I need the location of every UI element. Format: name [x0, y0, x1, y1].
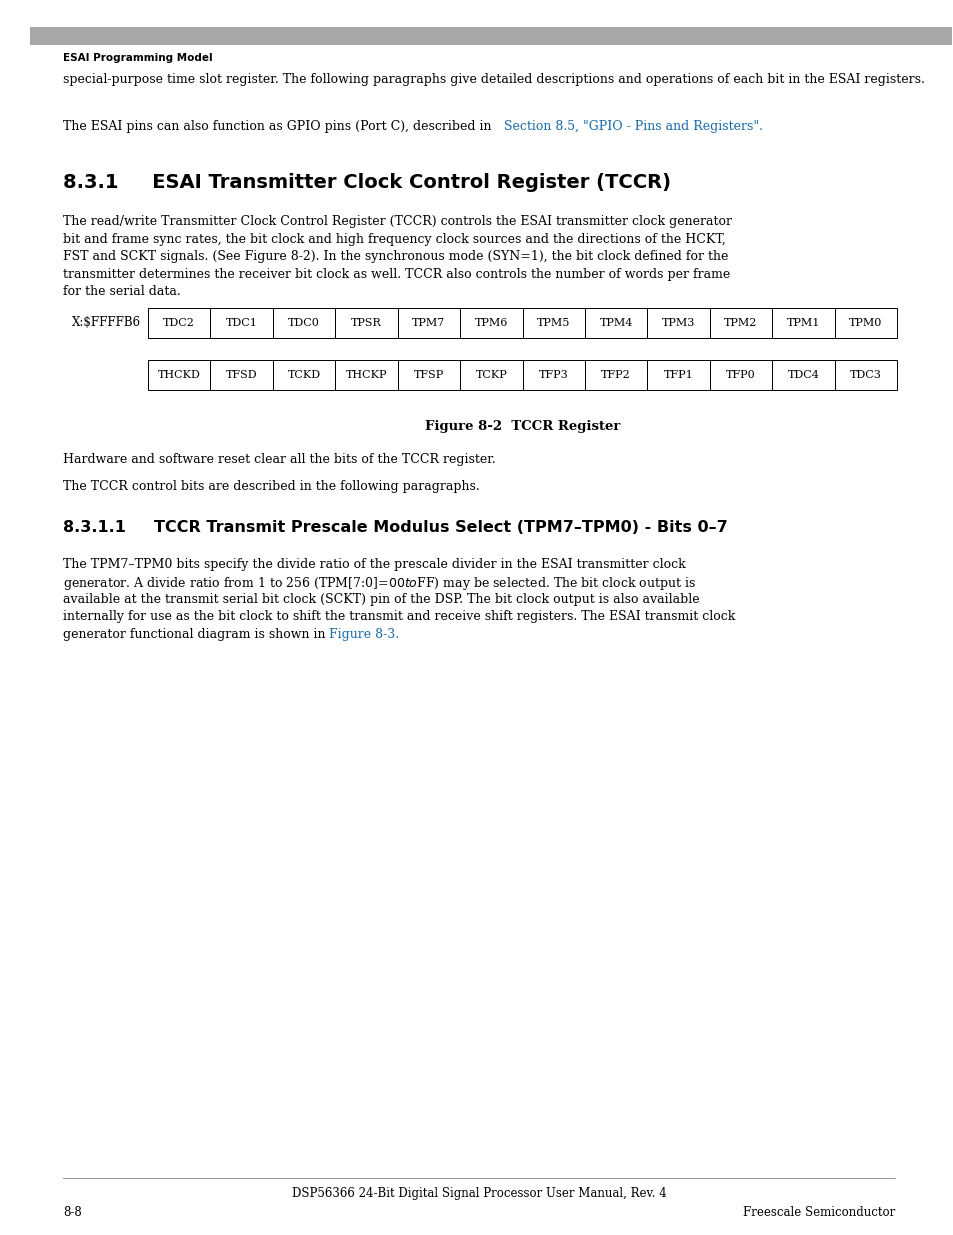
- Bar: [834, 359, 896, 389]
- Bar: [647, 359, 709, 389]
- Text: TFP0: TFP0: [725, 369, 755, 379]
- Text: TPM5: TPM5: [537, 317, 570, 327]
- Text: Section 8.5, "GPIO - Pins and Registers".: Section 8.5, "GPIO - Pins and Registers"…: [503, 120, 761, 133]
- Text: 9: 9: [300, 317, 308, 331]
- Bar: [397, 359, 459, 389]
- Text: FST and SCKT signals. (See Figure 8-2). In the synchronous mode (SYN=1), the bit: FST and SCKT signals. (See Figure 8-2). …: [63, 249, 727, 263]
- Bar: [211, 308, 273, 337]
- Text: TDC1: TDC1: [226, 317, 257, 327]
- Bar: [709, 308, 771, 337]
- Bar: [148, 359, 211, 389]
- Text: generator. A divide ratio from 1 to 256 (TPM[7:0]=$00 to $FF) may be selected. T: generator. A divide ratio from 1 to 256 …: [63, 576, 696, 592]
- Text: TFSD: TFSD: [226, 369, 257, 379]
- Bar: [522, 308, 584, 337]
- Text: Freescale Semiconductor: Freescale Semiconductor: [742, 1207, 894, 1219]
- Text: THCKP: THCKP: [345, 369, 387, 379]
- Text: available at the transmit serial bit clock (SCKT) pin of the DSP. The bit clock : available at the transmit serial bit clo…: [63, 593, 699, 605]
- Bar: [273, 359, 335, 389]
- Text: 16: 16: [608, 369, 623, 383]
- Text: generator functional diagram is shown in: generator functional diagram is shown in: [63, 627, 329, 641]
- Text: 11: 11: [172, 317, 187, 331]
- Text: 12: 12: [858, 369, 872, 383]
- Text: Figure 8-2  TCCR Register: Figure 8-2 TCCR Register: [424, 420, 619, 432]
- Text: TPM1: TPM1: [786, 317, 820, 327]
- Text: TDC4: TDC4: [786, 369, 819, 379]
- Bar: [335, 308, 397, 337]
- Text: 14: 14: [733, 369, 747, 383]
- Text: ESAI Programming Model: ESAI Programming Model: [63, 53, 213, 63]
- Text: 6: 6: [487, 317, 495, 331]
- Text: 8.3.1     ESAI Transmitter Clock Control Register (TCCR): 8.3.1 ESAI Transmitter Clock Control Reg…: [63, 173, 670, 191]
- Text: 20: 20: [358, 369, 374, 383]
- Text: DSP56366 24-Bit Digital Signal Processor User Manual, Rev. 4: DSP56366 24-Bit Digital Signal Processor…: [292, 1187, 666, 1200]
- Text: TDC2: TDC2: [163, 317, 195, 327]
- Text: 10: 10: [233, 317, 249, 331]
- Text: 8.3.1.1     TCCR Transmit Prescale Modulus Select (TPM7–TPM0) - Bits 0–7: 8.3.1.1 TCCR Transmit Prescale Modulus S…: [63, 520, 727, 535]
- Text: 13: 13: [795, 369, 810, 383]
- Text: TFP1: TFP1: [663, 369, 693, 379]
- Bar: [459, 308, 522, 337]
- Text: 17: 17: [546, 369, 560, 383]
- Text: TPM0: TPM0: [848, 317, 882, 327]
- Text: 1: 1: [799, 317, 806, 331]
- Text: TFP3: TFP3: [538, 369, 568, 379]
- Text: special-purpose time slot register. The following paragraphs give detailed descr: special-purpose time slot register. The …: [63, 73, 923, 86]
- Text: 8: 8: [362, 317, 370, 331]
- Text: 21: 21: [296, 369, 311, 383]
- Text: bit and frame sync rates, the bit clock and high frequency clock sources and the: bit and frame sync rates, the bit clock …: [63, 232, 725, 246]
- Text: Hardware and software reset clear all the bits of the TCCR register.: Hardware and software reset clear all th…: [63, 452, 496, 466]
- Text: TPSR: TPSR: [351, 317, 381, 327]
- Bar: [397, 308, 459, 337]
- Text: 4: 4: [612, 317, 619, 331]
- Text: TCKP: TCKP: [475, 369, 507, 379]
- Text: TDC3: TDC3: [849, 369, 881, 379]
- Text: TFP2: TFP2: [600, 369, 630, 379]
- Text: 5: 5: [549, 317, 557, 331]
- Bar: [771, 359, 834, 389]
- Bar: [584, 308, 647, 337]
- Text: 7: 7: [425, 317, 432, 331]
- Text: for the serial data.: for the serial data.: [63, 285, 180, 298]
- Text: 15: 15: [670, 369, 685, 383]
- Bar: [647, 308, 709, 337]
- Text: 23: 23: [172, 369, 187, 383]
- Bar: [335, 359, 397, 389]
- Bar: [709, 359, 771, 389]
- Text: internally for use as the bit clock to shift the transmit and receive shift regi: internally for use as the bit clock to s…: [63, 610, 735, 622]
- Text: The TCCR control bits are described in the following paragraphs.: The TCCR control bits are described in t…: [63, 480, 479, 493]
- Polygon shape: [30, 27, 951, 44]
- Text: 0: 0: [862, 317, 868, 331]
- Text: TFSP: TFSP: [414, 369, 443, 379]
- Text: X:$FFFFB6: X:$FFFFB6: [71, 316, 141, 330]
- Text: 3: 3: [674, 317, 681, 331]
- Text: 2: 2: [737, 317, 744, 331]
- Text: THCKD: THCKD: [157, 369, 200, 379]
- Text: TPM7: TPM7: [412, 317, 445, 327]
- Text: 22: 22: [234, 369, 249, 383]
- Text: TPM2: TPM2: [723, 317, 757, 327]
- Bar: [273, 308, 335, 337]
- Text: TDC0: TDC0: [288, 317, 319, 327]
- Bar: [584, 359, 647, 389]
- Bar: [522, 359, 584, 389]
- Text: 18: 18: [483, 369, 498, 383]
- Text: 8-8: 8-8: [63, 1207, 82, 1219]
- Text: 19: 19: [421, 369, 436, 383]
- Text: Figure 8-3.: Figure 8-3.: [329, 627, 398, 641]
- Bar: [834, 308, 896, 337]
- Text: TCKD: TCKD: [287, 369, 320, 379]
- Text: TPM6: TPM6: [474, 317, 507, 327]
- Text: The read/write Transmitter Clock Control Register (TCCR) controls the ESAI trans: The read/write Transmitter Clock Control…: [63, 215, 731, 228]
- Bar: [459, 359, 522, 389]
- Text: The TPM7–TPM0 bits specify the divide ratio of the prescale divider in the ESAI : The TPM7–TPM0 bits specify the divide ra…: [63, 557, 685, 571]
- Bar: [148, 308, 211, 337]
- Bar: [771, 308, 834, 337]
- Text: TPM4: TPM4: [598, 317, 632, 327]
- Text: transmitter determines the receiver bit clock as well. TCCR also controls the nu: transmitter determines the receiver bit …: [63, 268, 729, 280]
- Text: TPM3: TPM3: [661, 317, 695, 327]
- Bar: [211, 359, 273, 389]
- Text: The ESAI pins can also function as GPIO pins (Port C), described in: The ESAI pins can also function as GPIO …: [63, 120, 495, 133]
